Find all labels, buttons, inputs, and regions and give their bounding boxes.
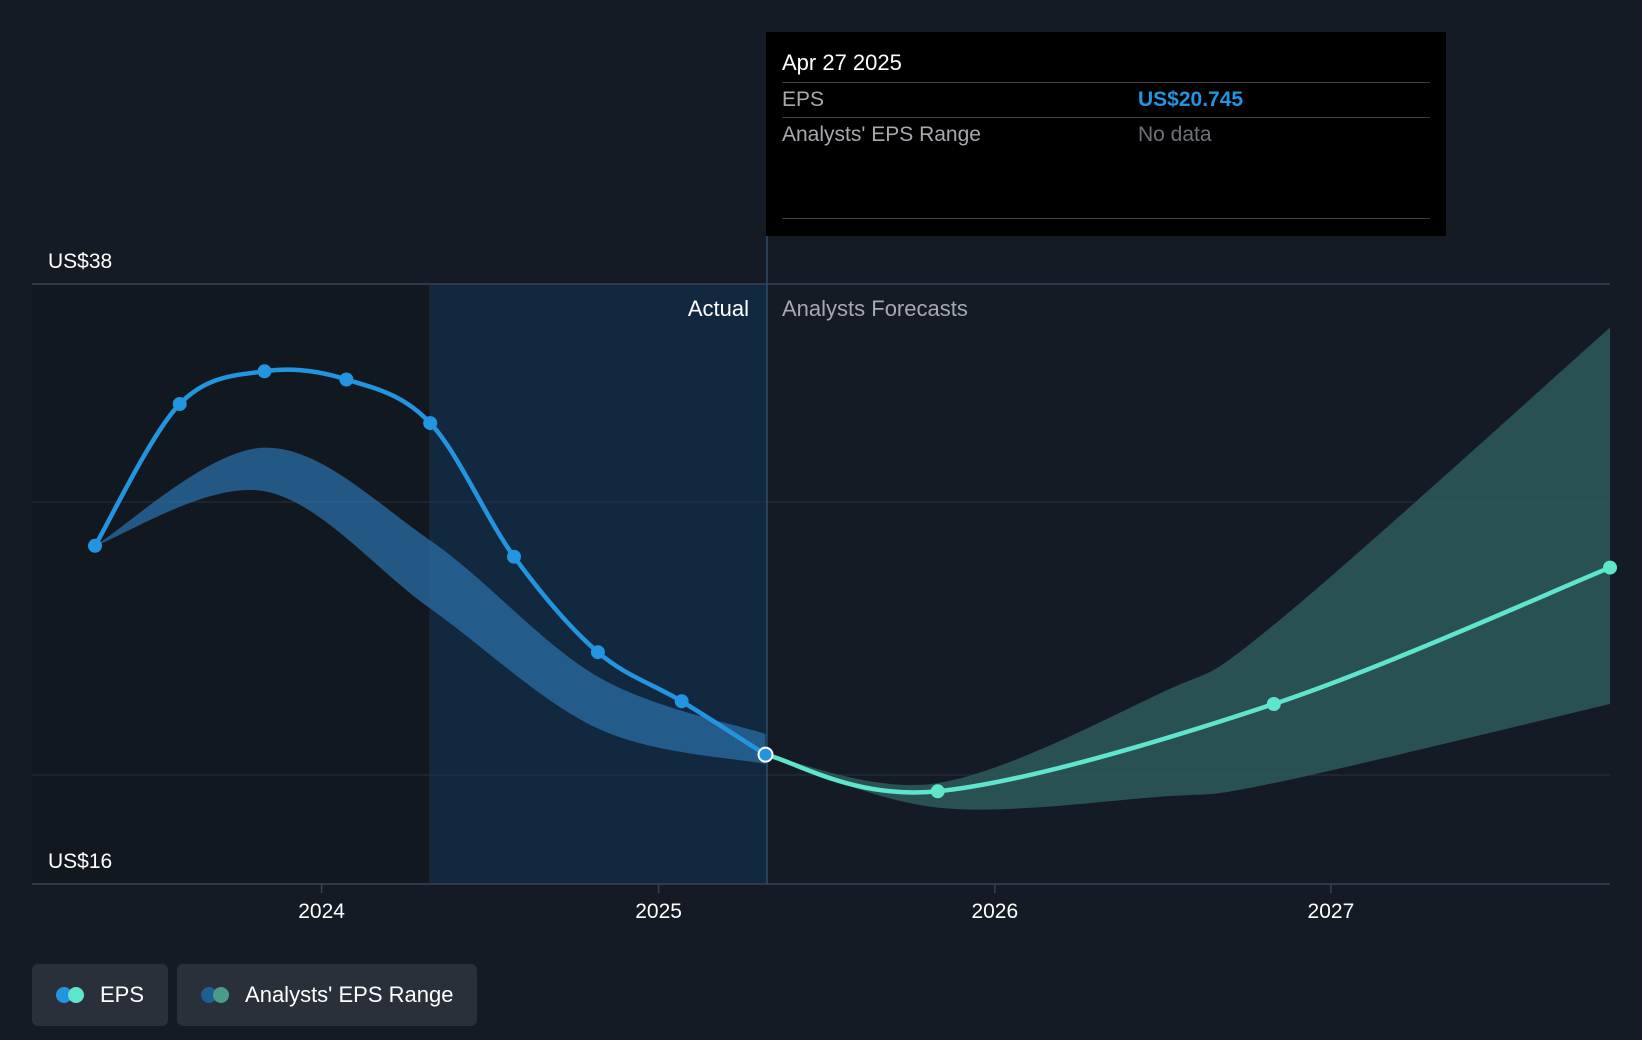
tooltip-row-eps: EPS US$20.745 xyxy=(782,83,1430,118)
eps-point-actual xyxy=(590,645,605,660)
eps-point-actual xyxy=(507,549,521,564)
highlight-region xyxy=(430,284,767,884)
legend-label-eps: EPS xyxy=(100,982,145,1007)
x-tick-label: 2026 xyxy=(971,900,1018,923)
eps-point-forecast xyxy=(1266,697,1281,711)
forecast-region-label: Analysts Forecasts xyxy=(782,296,968,321)
eps-point-actual xyxy=(172,397,187,411)
eps-point-actual xyxy=(423,416,438,431)
tooltip-divider xyxy=(782,218,1430,219)
eps-point-forecast xyxy=(1603,560,1617,575)
eps-range-band-actual xyxy=(95,447,766,764)
eps-range-legend-icon xyxy=(201,986,231,1004)
tooltip-eps-label: EPS xyxy=(782,88,825,111)
eps-legend-icon xyxy=(56,986,86,1004)
eps-point-highlighted xyxy=(757,746,774,763)
y-tick-label-bottom: US$16 xyxy=(48,850,112,873)
eps-point-actual xyxy=(88,538,102,553)
eps-point-actual xyxy=(339,372,354,387)
tooltip: Apr 27 2025 EPS US$20.745 Analysts' EPS … xyxy=(766,32,1446,236)
eps-point-actual xyxy=(257,364,272,379)
range-legend-dot-forecast xyxy=(213,987,230,1003)
eps-legend-dot-forecast xyxy=(68,987,84,1003)
legend: EPS Analysts' EPS Range xyxy=(32,964,478,1026)
x-tick-label: 2025 xyxy=(635,900,682,923)
eps-range-bands xyxy=(95,327,1610,810)
x-tick-label: 2024 xyxy=(298,900,345,923)
eps-point-forecast xyxy=(930,784,945,799)
legend-item-eps-range[interactable]: Analysts' EPS Range xyxy=(177,964,478,1026)
eps-points xyxy=(88,364,1617,799)
tooltip-eps-value: US$20.745 xyxy=(1138,88,1244,111)
tooltip-date: Apr 27 2025 xyxy=(782,46,1430,83)
eps-point-actual xyxy=(674,694,689,709)
legend-label-eps-range: Analysts' EPS Range xyxy=(245,982,454,1007)
past-region-shade xyxy=(32,284,430,884)
x-axis-ticks: 2024 2025 2026 2027 xyxy=(298,884,1354,923)
tooltip-range-label: Analysts' EPS Range xyxy=(782,123,981,146)
tooltip-range-value: No data xyxy=(1138,123,1212,146)
legend-item-eps[interactable]: EPS xyxy=(32,964,169,1026)
actual-region-label: Actual xyxy=(688,296,749,321)
eps-line-forecast xyxy=(763,565,1613,795)
y-tick-label-top: US$38 xyxy=(48,250,112,273)
x-tick-label: 2027 xyxy=(1308,900,1355,923)
eps-range-band-forecast xyxy=(765,327,1610,810)
tooltip-row-range: Analysts' EPS Range No data xyxy=(782,118,1430,152)
